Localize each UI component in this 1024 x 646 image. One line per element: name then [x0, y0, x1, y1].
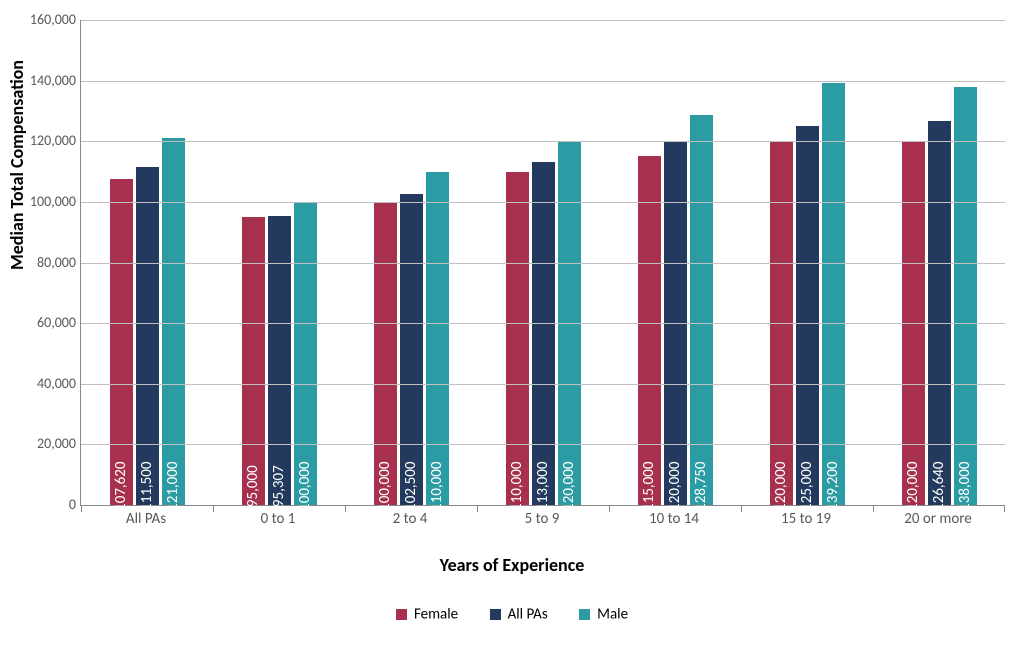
bar: $121,000 [162, 138, 185, 505]
bar: $125,000 [796, 126, 819, 505]
x-tick [1004, 505, 1005, 512]
bar: $113,000 [532, 162, 555, 505]
y-tick-label: 0 [6, 496, 76, 513]
x-category-label: 5 to 9 [476, 510, 608, 528]
y-tick-label: 100,000 [6, 193, 76, 210]
gridline [81, 20, 1005, 21]
gridline [81, 444, 1005, 445]
legend-item-female: Female [396, 605, 458, 623]
legend-label-allpas: All PAs [508, 605, 548, 623]
y-tick-label: 140,000 [6, 72, 76, 89]
y-axis-title: Median Total Compensation [6, 60, 28, 270]
bar: $95,307 [268, 216, 291, 505]
y-tick-label: 160,000 [6, 11, 76, 28]
gridline [81, 141, 1005, 142]
x-category-label: 15 to 19 [740, 510, 872, 528]
legend-label-male: Male [597, 605, 628, 623]
y-tick-label: 80,000 [6, 254, 76, 271]
bar: $107,620 [110, 179, 133, 505]
gridline [81, 263, 1005, 264]
bar: $139,200 [822, 83, 845, 505]
gridline [81, 81, 1005, 82]
legend-swatch-female [396, 609, 407, 620]
bar-value-label: $95,307 [270, 465, 288, 514]
x-category-label: 0 to 1 [212, 510, 344, 528]
bar: $110,000 [426, 172, 449, 505]
bar: $126,640 [928, 121, 951, 505]
legend-swatch-male [579, 609, 590, 620]
y-tick-label: 20,000 [6, 435, 76, 452]
bar: $100,000 [294, 202, 317, 505]
legend-item-male: Male [579, 605, 628, 623]
x-axis-title: Years of Experience [0, 554, 1024, 576]
legend-item-allpas: All PAs [490, 605, 548, 623]
bar: $100,000 [374, 202, 397, 505]
y-tick-label: 40,000 [6, 375, 76, 392]
bar: $110,000 [506, 172, 529, 505]
legend-swatch-allpas [490, 609, 501, 620]
bar: $95,000 [242, 217, 265, 505]
legend: Female All PAs Male [0, 605, 1024, 623]
legend-label-female: Female [414, 605, 458, 623]
bar: $115,000 [638, 156, 661, 505]
gridline [81, 323, 1005, 324]
y-tick-label: 60,000 [6, 314, 76, 331]
gridline [81, 384, 1005, 385]
plot-area: $107,620$111,500$121,000$95,000$95,307$1… [80, 20, 1005, 506]
x-category-label: 2 to 4 [344, 510, 476, 528]
x-category-label: 10 to 14 [608, 510, 740, 528]
y-tick-label: 120,000 [6, 132, 76, 149]
x-category-label: 20 or more [872, 510, 1004, 528]
bar-value-label: $95,000 [244, 465, 262, 514]
bar: $111,500 [136, 167, 159, 505]
gridline [81, 202, 1005, 203]
bar: $138,000 [954, 87, 977, 505]
x-category-label: All PAs [80, 510, 212, 528]
bar: $102,500 [400, 194, 423, 505]
bar: $128,750 [690, 115, 713, 505]
compensation-bar-chart: Median Total Compensation $107,620$111,5… [0, 0, 1024, 646]
